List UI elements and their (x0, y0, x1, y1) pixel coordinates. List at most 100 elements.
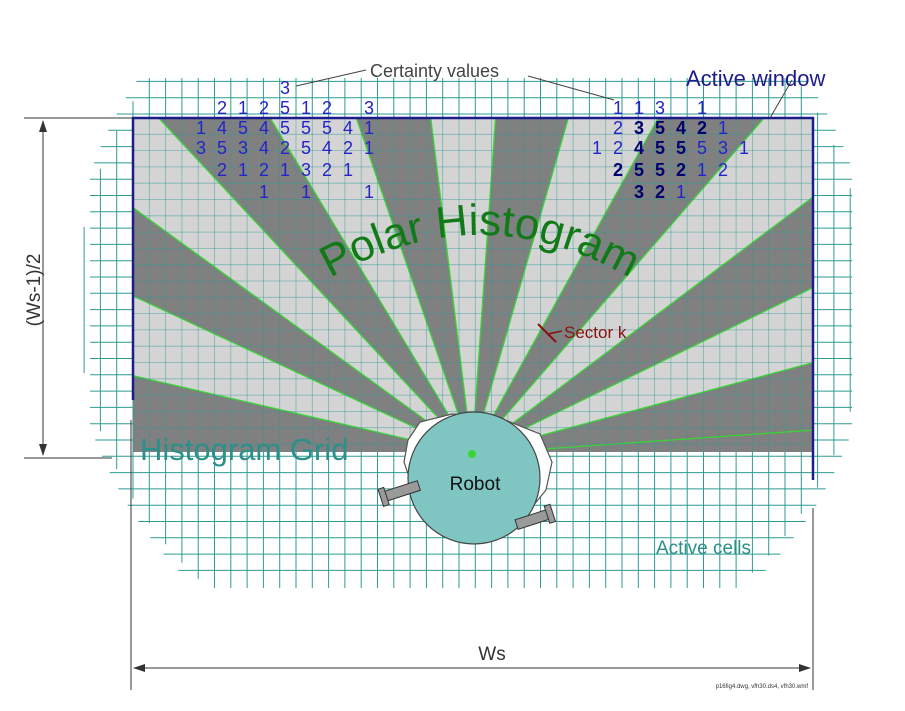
polar-histogram-sectors (133, 118, 813, 452)
width-dimension (130, 420, 814, 690)
sector-k-leader (547, 330, 563, 335)
certainty-value: 4 (259, 138, 269, 158)
certainty-value: 5 (676, 138, 686, 158)
certainty-value: 1 (364, 182, 374, 202)
certainty-value: 3 (634, 118, 644, 138)
certainty-callout: Certainty values (295, 61, 615, 101)
certainty-value: 2 (613, 118, 623, 138)
certainty-value: 1 (364, 138, 374, 158)
certainty-value: 2 (676, 160, 686, 180)
certainty-value: 2 (613, 160, 623, 180)
sector-boundary (472, 118, 659, 452)
certainty-value: 3 (364, 98, 374, 118)
certainty-value: 4 (634, 138, 644, 158)
certainty-value: 2 (280, 138, 290, 158)
certainty-value: 2 (655, 182, 665, 202)
certainty-value: 2 (217, 98, 227, 118)
certainty-value: 5 (238, 118, 248, 138)
certainty-value: 4 (343, 118, 353, 138)
certainty-value: 4 (322, 138, 332, 158)
certainty-value: 2 (259, 98, 269, 118)
active-window-frame (131, 116, 815, 480)
certainty-value: 3 (655, 98, 665, 118)
certainty-value: 2 (322, 160, 332, 180)
certainty-value: 1 (592, 138, 602, 158)
file-footnote: p16fig4.dwg, vfh30.ds4, vfh30.wmf (716, 684, 809, 690)
certainty-value: 5 (634, 160, 644, 180)
certainty-value: 1 (634, 98, 644, 118)
active-window-label: Active window (686, 66, 826, 91)
robot-wheel-left (377, 480, 421, 508)
certainty-value: 2 (322, 98, 332, 118)
certainty-values-right: 1 1 3 12 3 5 4 2 11 2 4 5 5 5 3 12 5 5 2 1 23 2 1 (592, 98, 749, 202)
certainty-value: 5 (655, 118, 665, 138)
sector-boundary (471, 118, 570, 452)
half-width-dimension (24, 117, 133, 459)
sector-k-label: Sector k (564, 323, 627, 342)
certainty-value: 5 (280, 118, 290, 138)
certainty-value: 1 (739, 138, 749, 158)
certainty-value: 5 (655, 160, 665, 180)
certainty-value: 3 (280, 78, 290, 98)
width-label: Ws (478, 644, 505, 665)
certainty-value: 5 (322, 118, 332, 138)
certainty-value: 1 (301, 98, 311, 118)
robot-body (407, 411, 541, 545)
certainty-values-label: Certainty values (370, 61, 499, 81)
histogram-grid-label: Histogram Grid (140, 432, 348, 467)
sector-k-callout: Sector k (537, 323, 627, 343)
certainty-value: 1 (697, 98, 707, 118)
certainty-value: 5 (280, 98, 290, 118)
robot-center-dot (468, 450, 476, 458)
certainty-value: 1 (718, 118, 728, 138)
certainty-value: 2 (259, 160, 269, 180)
certainty-leader-right (527, 75, 615, 101)
histogram-sector (430, 118, 496, 452)
certainty-value: 1 (343, 160, 353, 180)
robot: Robot (377, 411, 557, 545)
certainty-value: 1 (238, 160, 248, 180)
certainty-value: 1 (697, 160, 707, 180)
certainty-value: 1 (364, 118, 374, 138)
sector-k-arc (537, 323, 557, 343)
sector-boundary (269, 118, 472, 452)
robot-wheel-right (514, 503, 557, 530)
certainty-value: 5 (697, 138, 707, 158)
certainty-value: 3 (301, 160, 311, 180)
histogram-sector (133, 118, 471, 452)
certainty-value: 4 (217, 118, 227, 138)
sector-boundary (157, 118, 472, 452)
certainty-value: 1 (676, 182, 686, 202)
certainty-value: 4 (259, 118, 269, 138)
certainty-value: 3 (718, 138, 728, 158)
certainty-value: 1 (280, 160, 290, 180)
certainty-value: 1 (613, 98, 623, 118)
certainty-values-left: 32 1 2 5 1 2 31 4 5 4 5 5 5 4 13 5 3 4 2 5 4 2 12 1 2 1 3 2 11 1 1 (196, 78, 374, 202)
certainty-value: 1 (196, 118, 206, 138)
certainty-value: 3 (634, 182, 644, 202)
sector-boundary (473, 196, 813, 452)
certainty-value: 1 (259, 182, 269, 202)
certainty-leader-left (295, 69, 367, 87)
histogram-grid-overlay (133, 118, 813, 452)
certainty-value: 3 (196, 138, 206, 158)
sector-boundary (476, 361, 813, 452)
certainty-value: 2 (343, 138, 353, 158)
certainty-value: 5 (655, 138, 665, 158)
certainty-value: 2 (697, 118, 707, 138)
certainty-value: 2 (217, 160, 227, 180)
sector-boundary (355, 118, 472, 452)
sector-boundary (491, 429, 813, 452)
sector-boundary (133, 375, 467, 452)
sector-boundary (474, 286, 813, 452)
sector-boundary (430, 118, 473, 452)
certainty-value: 5 (301, 138, 311, 158)
certainty-value: 5 (217, 138, 227, 158)
certainty-value: 5 (301, 118, 311, 138)
certainty-value: 1 (238, 98, 248, 118)
certainty-value: 3 (238, 138, 248, 158)
robot-label: Robot (450, 474, 501, 495)
active-cells-label: Active cells (656, 538, 751, 559)
